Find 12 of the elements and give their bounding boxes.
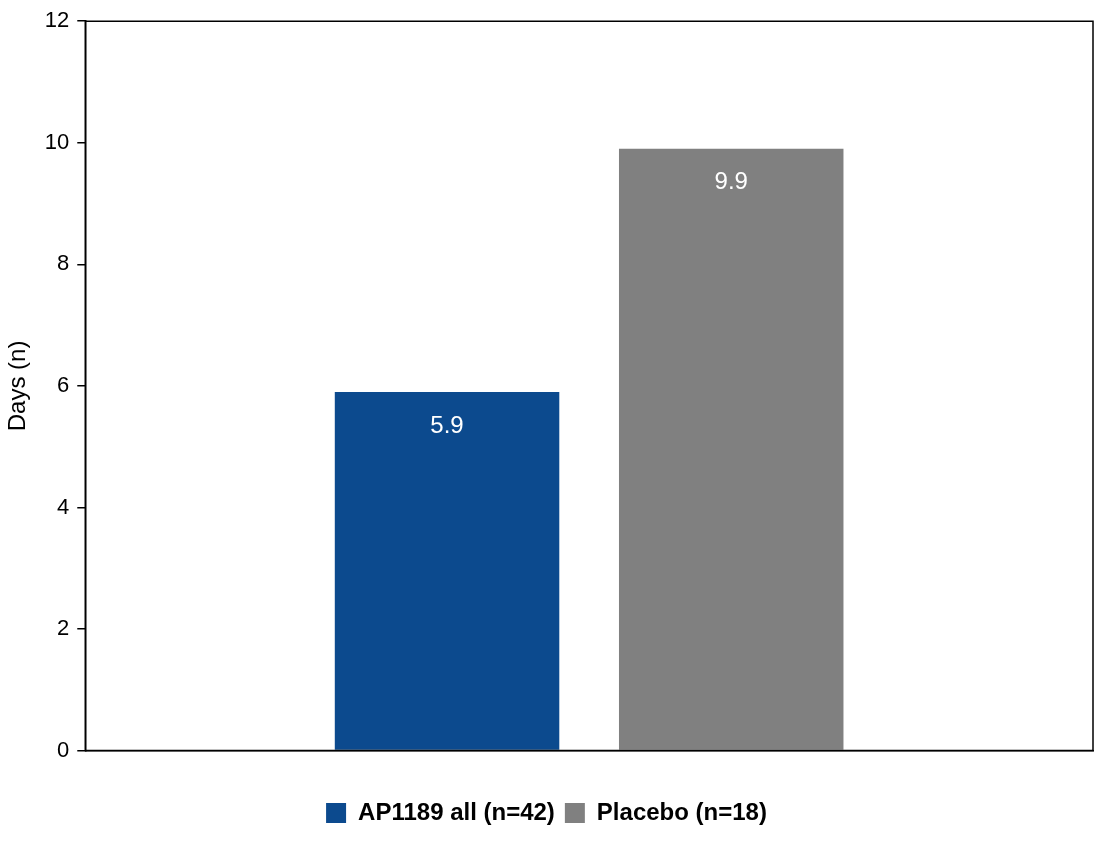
y-tick-label: 4 bbox=[57, 493, 70, 519]
y-tick-label: 12 bbox=[44, 7, 70, 33]
y-axis-title: Days (n) bbox=[3, 340, 31, 432]
legend-label: AP1189 all (n=42) bbox=[358, 797, 555, 825]
y-tick-label: 10 bbox=[44, 128, 70, 154]
data-label: 9.9 bbox=[714, 167, 748, 195]
y-tick-label: 8 bbox=[57, 250, 70, 276]
y-tick-label: 2 bbox=[57, 615, 70, 641]
y-tick-label: 6 bbox=[57, 371, 70, 397]
data-label: 5.9 bbox=[430, 410, 464, 438]
legend-label: Placebo (n=18) bbox=[596, 797, 767, 825]
y-tick-label: 0 bbox=[57, 736, 70, 762]
